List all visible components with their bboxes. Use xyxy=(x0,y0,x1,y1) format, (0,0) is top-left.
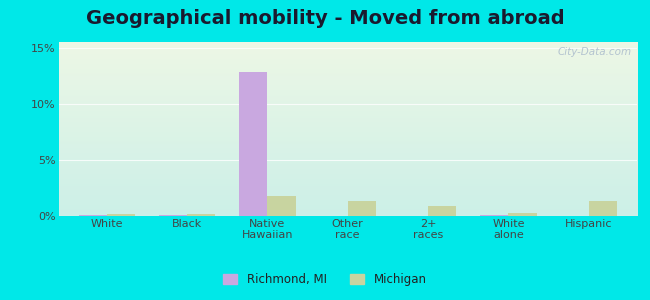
Text: City-Data.com: City-Data.com xyxy=(557,47,631,57)
Bar xyxy=(107,214,135,216)
Bar xyxy=(348,201,376,216)
Bar xyxy=(159,215,187,216)
Bar xyxy=(267,196,296,216)
Bar xyxy=(428,206,456,216)
Bar xyxy=(508,213,536,216)
Bar xyxy=(79,215,107,216)
Bar xyxy=(589,201,617,216)
Bar xyxy=(187,214,215,216)
Bar xyxy=(239,72,267,216)
Bar xyxy=(480,215,508,216)
Legend: Richmond, MI, Michigan: Richmond, MI, Michigan xyxy=(218,269,432,291)
Text: Geographical mobility - Moved from abroad: Geographical mobility - Moved from abroa… xyxy=(86,9,564,28)
